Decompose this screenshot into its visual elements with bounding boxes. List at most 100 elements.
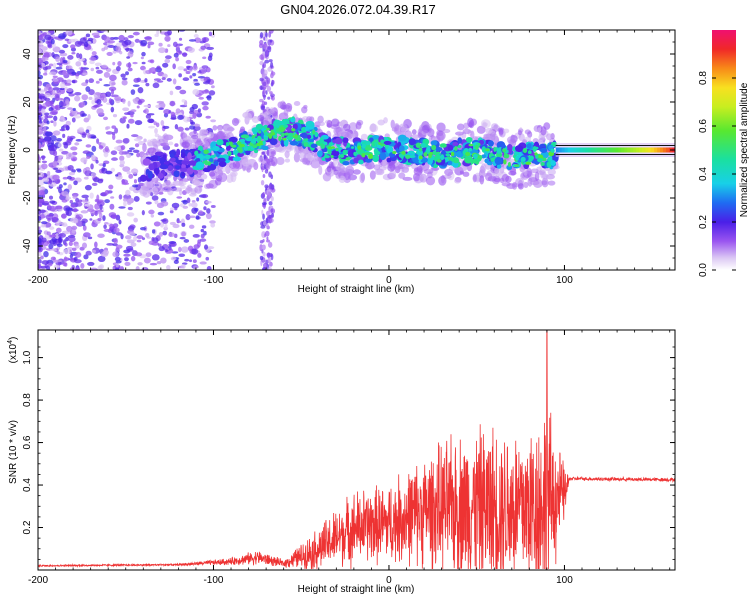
spectrogram-cell — [184, 187, 193, 193]
spectrogram-cell — [105, 131, 113, 135]
spectrogram-cell — [40, 255, 44, 260]
spectrogram-cell — [71, 247, 77, 252]
spectrogram-cell — [157, 211, 165, 216]
spectrogram-cell — [75, 214, 80, 219]
spectrogram-cell — [274, 126, 278, 130]
spectrogram-cell — [48, 63, 54, 67]
spectrogram-cell — [212, 125, 218, 131]
spectrogram-cell — [318, 165, 323, 176]
spectrogram-cell — [115, 42, 123, 48]
spectrogram-cell — [114, 267, 120, 270]
spectrogram-cell — [41, 56, 49, 61]
spectrogram-cell — [67, 59, 71, 65]
spectrogram-cell — [176, 148, 181, 157]
spectrogram-cell — [480, 163, 487, 173]
spectrogram-cell — [524, 136, 532, 141]
spectrogram-cell — [42, 32, 47, 36]
spectrogram-cell — [259, 244, 263, 252]
spectrogram-cell — [348, 122, 358, 132]
x-tick-label: -200 — [28, 575, 48, 586]
spectrogram-cell — [137, 99, 143, 105]
spectrogram-cell — [43, 251, 49, 258]
spectrogram-cell — [154, 151, 164, 156]
spectrogram-cell — [342, 137, 349, 143]
colorbar-tick-label: 0.4 — [698, 167, 709, 181]
spectrogram-cell — [369, 170, 376, 180]
spectrogram-cell — [541, 173, 549, 179]
spectrogram-cell — [537, 158, 543, 163]
spectrogram-cell — [176, 220, 182, 224]
spectrogram-cell — [164, 249, 169, 252]
spectrogram-cell — [85, 86, 91, 93]
spectrogram-cell — [112, 50, 117, 54]
spectrogram-cell — [115, 65, 121, 72]
spectrogram-cell — [540, 161, 545, 167]
spectrogram-cell — [127, 118, 135, 124]
spectrogram-cell — [130, 255, 136, 262]
spectrogram-cell — [345, 157, 351, 161]
spectrogram-cell — [359, 173, 365, 184]
spectrogram-cell — [271, 132, 276, 136]
colorbar-tick-label: 0.6 — [698, 119, 709, 133]
spectrogram-cell — [83, 232, 91, 238]
spectrogram-cell — [225, 141, 230, 147]
spectrogram-cell — [197, 75, 206, 79]
spectrogram-cell — [513, 151, 520, 156]
spectrogram-cell — [152, 138, 158, 146]
spectrogram-cell — [186, 65, 191, 69]
spectrogram-cell — [200, 228, 205, 233]
spectrogram-cell — [97, 209, 102, 215]
spectrogram-cell — [80, 263, 85, 269]
spectrogram-cell — [58, 233, 67, 238]
spectrogram-cell — [320, 143, 326, 149]
spectrogram-cell — [145, 252, 152, 258]
spectrogram-cell — [178, 246, 182, 253]
spectrogram-cell — [114, 256, 121, 262]
spectrogram-cell — [170, 256, 177, 261]
spectrogram-cell — [284, 158, 291, 163]
spectrogram-cell — [342, 149, 348, 156]
spectrogram-cell — [401, 150, 406, 155]
spectrogram-cell — [179, 167, 189, 173]
spectrogram-cell — [106, 243, 115, 246]
spectrogram-cell — [66, 225, 73, 232]
spectrogram-cell — [472, 153, 478, 159]
spectrogram-cell — [304, 126, 309, 131]
y-tick-label: 0.8 — [22, 393, 33, 407]
spectrogram-cell — [526, 143, 532, 149]
spectrogram-cell — [373, 148, 379, 154]
spectrogram-cell — [82, 72, 88, 76]
spectrogram-cell — [210, 85, 215, 89]
spectrogram-cell — [180, 152, 186, 159]
spectrogram-cell — [56, 62, 63, 66]
spectrogram-cell — [529, 180, 540, 186]
spectrogram-cell — [216, 130, 226, 141]
spectrogram-cell — [41, 160, 48, 164]
spectrogram-cell — [47, 262, 53, 267]
spectrogram-cell — [95, 92, 102, 96]
spectrogram-cell — [38, 123, 44, 127]
spectrogram-cell — [58, 148, 64, 152]
spectrogram-cell — [267, 191, 271, 199]
spectrogram-cell — [143, 108, 149, 114]
spectrogram-cell — [124, 261, 131, 266]
spectrogram-cell — [508, 171, 517, 176]
spectrogram-cell — [527, 150, 532, 155]
spectrogram-cell — [97, 233, 105, 238]
spectrogram-cell — [174, 124, 179, 130]
spectrogram-cell — [223, 125, 234, 134]
spectrogram-cell — [80, 199, 88, 203]
spectrogram-cell — [167, 44, 171, 48]
spectrogram-cell — [439, 143, 447, 148]
spectrogram-cell — [267, 241, 273, 248]
spectrogram-cell — [212, 145, 220, 152]
spectrogram-cell — [330, 154, 334, 159]
spectrogram-cell — [80, 66, 84, 73]
spectrogram-cell — [503, 128, 510, 134]
spectrogram-cell — [141, 185, 147, 191]
spectrogram-cell — [81, 94, 89, 101]
spectrogram-cell — [194, 207, 199, 212]
spectrogram-cell — [48, 30, 54, 34]
spectrogram-cell — [104, 221, 109, 225]
y-tick-label: 0.6 — [22, 435, 33, 449]
